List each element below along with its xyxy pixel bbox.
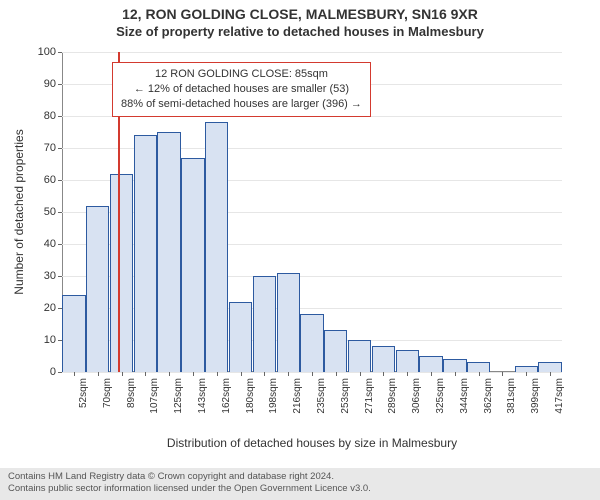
x-tick (288, 372, 289, 376)
x-axis-label: Distribution of detached houses by size … (62, 436, 562, 450)
x-tick (193, 372, 194, 376)
y-tick-label: 40 (26, 238, 56, 250)
x-tick-label: 271sqm (364, 378, 375, 414)
histogram-bar (181, 158, 204, 372)
histogram-bar (324, 330, 347, 372)
x-tick (502, 372, 503, 376)
histogram-bar (396, 350, 419, 372)
annotation-line: 12 RON GOLDING CLOSE: 85sqm (121, 67, 362, 82)
y-tick (58, 212, 62, 213)
histogram-bar (157, 132, 180, 372)
x-tick (455, 372, 456, 376)
x-tick-label: 289sqm (387, 378, 398, 414)
x-tick (74, 372, 75, 376)
x-tick-label: 180sqm (245, 378, 256, 414)
histogram-bar (253, 276, 276, 372)
y-tick (58, 116, 62, 117)
gridline (62, 52, 562, 53)
x-tick-label: 216sqm (292, 378, 303, 414)
x-tick-label: 306sqm (411, 378, 422, 414)
histogram-bar (229, 302, 252, 372)
chart-subtitle: Size of property relative to detached ho… (0, 24, 600, 39)
histogram-bar (86, 206, 109, 372)
y-tick (58, 276, 62, 277)
x-tick (169, 372, 170, 376)
x-tick-label: 344sqm (459, 378, 470, 414)
x-tick (383, 372, 384, 376)
y-tick-label: 50 (26, 206, 56, 218)
histogram-bar (134, 135, 157, 372)
y-tick (58, 372, 62, 373)
y-tick (58, 244, 62, 245)
y-tick-label: 100 (26, 46, 56, 58)
y-tick (58, 52, 62, 53)
x-tick-label: 89sqm (126, 378, 137, 408)
x-tick-label: 362sqm (483, 378, 494, 414)
y-tick-label: 60 (26, 174, 56, 186)
y-tick-label: 90 (26, 78, 56, 90)
y-tick-label: 70 (26, 142, 56, 154)
x-tick (336, 372, 337, 376)
x-tick (550, 372, 551, 376)
x-tick (122, 372, 123, 376)
histogram-bar (62, 295, 85, 372)
page-title: 12, RON GOLDING CLOSE, MALMESBURY, SN16 … (0, 0, 600, 22)
x-tick-label: 107sqm (149, 378, 160, 414)
y-tick (58, 148, 62, 149)
x-tick (145, 372, 146, 376)
x-tick-label: 399sqm (530, 378, 541, 414)
histogram-bar (372, 346, 395, 372)
x-tick-label: 381sqm (506, 378, 517, 414)
x-tick (312, 372, 313, 376)
x-tick (360, 372, 361, 376)
annotation-line: ← 12% of detached houses are smaller (53… (121, 82, 362, 97)
plot-region: 010203040506070809010052sqm70sqm89sqm107… (62, 52, 562, 372)
x-tick-label: 70sqm (102, 378, 113, 408)
x-tick-label: 325sqm (435, 378, 446, 414)
y-tick-label: 0 (26, 366, 56, 378)
histogram-bar (538, 362, 561, 372)
histogram-bar (419, 356, 442, 372)
x-tick (526, 372, 527, 376)
x-tick-label: 143sqm (197, 378, 208, 414)
y-tick (58, 84, 62, 85)
y-tick (58, 180, 62, 181)
footer-line-1: Contains HM Land Registry data © Crown c… (8, 471, 592, 483)
footer: Contains HM Land Registry data © Crown c… (0, 468, 600, 500)
x-tick-label: 417sqm (554, 378, 565, 414)
x-tick-label: 162sqm (221, 378, 232, 414)
x-tick-label: 235sqm (316, 378, 327, 414)
x-tick-label: 253sqm (340, 378, 351, 414)
x-tick (431, 372, 432, 376)
x-tick (407, 372, 408, 376)
annotation-line: 88% of semi-detached houses are larger (… (121, 97, 362, 112)
y-tick-label: 80 (26, 110, 56, 122)
y-tick-label: 20 (26, 302, 56, 314)
histogram-bar (300, 314, 323, 372)
annotation-box: 12 RON GOLDING CLOSE: 85sqm← 12% of deta… (112, 62, 371, 117)
x-tick (479, 372, 480, 376)
chart-area: 010203040506070809010052sqm70sqm89sqm107… (62, 52, 582, 397)
histogram-bar (467, 362, 490, 372)
y-tick-label: 30 (26, 270, 56, 282)
x-tick (241, 372, 242, 376)
footer-line-2: Contains public sector information licen… (8, 483, 592, 495)
y-tick-label: 10 (26, 334, 56, 346)
x-tick-label: 198sqm (268, 378, 279, 414)
histogram-bar (205, 122, 228, 372)
x-tick (217, 372, 218, 376)
x-tick-label: 52sqm (78, 378, 89, 408)
histogram-bar (110, 174, 133, 372)
histogram-bar (443, 359, 466, 372)
x-tick (98, 372, 99, 376)
histogram-bar (348, 340, 371, 372)
x-tick (264, 372, 265, 376)
x-tick-label: 125sqm (173, 378, 184, 414)
histogram-bar (277, 273, 300, 372)
